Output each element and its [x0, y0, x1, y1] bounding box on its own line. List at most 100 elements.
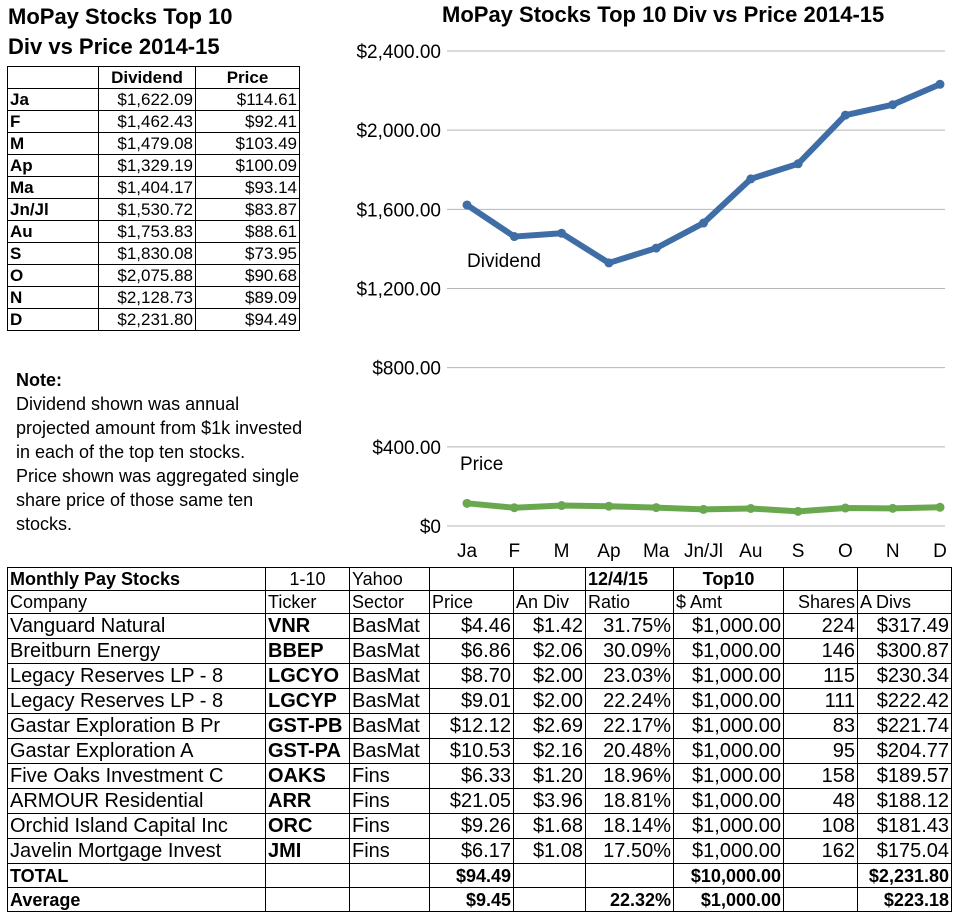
stock-amt: $1,000.00: [673, 738, 784, 764]
data-point-price: [651, 503, 661, 513]
stock-an-div: $1.08: [513, 838, 586, 864]
stock-table-empty: [857, 567, 952, 591]
stock-a-divs: $188.12: [857, 788, 952, 814]
stock-table-empty: [429, 567, 514, 591]
stock-shares: 224: [783, 613, 858, 639]
summary-price: $100.09: [195, 154, 300, 177]
stock-amt: $1,000.00: [673, 713, 784, 739]
column-header-price: Price: [429, 590, 514, 614]
x-tick-label: Ja: [457, 541, 478, 562]
total-a-divs: $2,231.80: [857, 863, 952, 888]
x-tick-label: Jn/Jl: [684, 541, 723, 562]
note-line: share price of those same ten: [16, 490, 254, 510]
data-point-price: [699, 504, 708, 514]
summary-dividend: $1,622.09: [98, 88, 196, 111]
data-point-price: [557, 501, 567, 511]
y-tick-label: $2,400.00: [356, 42, 441, 63]
stock-sector: BasMat: [349, 613, 430, 639]
stock-ratio: 18.14%: [585, 813, 674, 839]
stock-shares: 115: [783, 663, 858, 689]
stock-shares: 146: [783, 638, 858, 664]
stock-body: Vanguard Natural VNR BasMat $4.46 $1.42 31.75…: [7, 613, 952, 864]
column-header-amt: $ Amt: [673, 590, 784, 614]
summary-price: $114.61: [195, 88, 300, 111]
stock-ratio: 17.50%: [585, 838, 674, 864]
stock-table-source: Yahoo: [349, 567, 430, 591]
data-point-dividend: [462, 200, 472, 210]
total-empty: [513, 863, 586, 888]
column-header-ticker: Ticker: [265, 590, 350, 614]
summary-price: $83.87: [195, 198, 300, 221]
stock-sector: BasMat: [349, 688, 430, 714]
total-amt: $10,000.00: [673, 863, 784, 888]
stock-amt: $1,000.00: [673, 763, 784, 789]
stock-sector: Fins: [349, 788, 430, 814]
stock-table-column-headers: Company Ticker Sector Price An Div Ratio…: [7, 590, 952, 614]
stock-ratio: 30.09%: [585, 638, 674, 664]
stock-an-div: $1.20: [513, 763, 586, 789]
summary-row: Jn/Jl $1,530.72 $83.87: [7, 198, 300, 221]
stock-company: Vanguard Natural: [7, 613, 266, 639]
total-price: $94.49: [429, 863, 514, 888]
summary-row: Ja $1,622.09 $114.61: [7, 88, 300, 111]
x-tick-label: Au: [739, 541, 762, 562]
column-header-ratio: Ratio: [585, 590, 674, 614]
stock-shares: 48: [783, 788, 858, 814]
stock-an-div: $2.00: [513, 663, 586, 689]
stock-a-divs: $317.49: [857, 613, 952, 639]
average-empty: [513, 887, 586, 912]
stock-table-range: 1-10: [265, 567, 350, 591]
average-a-divs: $223.18: [857, 887, 952, 912]
data-point-price: [604, 501, 614, 511]
data-point-price: [840, 503, 850, 513]
column-header-sector: Sector: [349, 590, 430, 614]
note-line: Price shown was aggregated single: [16, 466, 300, 486]
series-label-price: Price: [460, 454, 503, 475]
stock-ratio: 18.96%: [585, 763, 674, 789]
x-tick-label: D: [933, 541, 947, 562]
summary-row: F $1,462.43 $92.41: [7, 110, 300, 133]
summary-header-dividend: Dividend: [98, 66, 196, 89]
column-header-a-divs: A Divs: [857, 590, 952, 614]
stock-row: Legacy Reserves LP - 8 LGCYP BasMat $9.01 $2…: [7, 688, 952, 714]
data-point-dividend: [604, 258, 614, 268]
summary-month: Au: [7, 220, 99, 243]
stock-sector: Fins: [349, 763, 430, 789]
stock-ticker: GST-PA: [265, 738, 350, 764]
stock-table-empty: [513, 567, 586, 591]
note-heading: Note:: [16, 370, 62, 390]
chart-title: MoPay Stocks Top 10 Div vs Price 2014-15: [442, 2, 885, 27]
series-label-dividend: Dividend: [467, 251, 541, 272]
stock-a-divs: $221.74: [857, 713, 952, 739]
data-point-price: [793, 506, 803, 516]
stock-price: $9.26: [429, 813, 514, 839]
data-point-price: [462, 498, 472, 508]
average-empty: [349, 887, 430, 912]
data-point-dividend: [509, 232, 519, 242]
note-line: projected amount from $1k invested: [16, 418, 303, 438]
stock-company: Legacy Reserves LP - 8: [7, 663, 266, 689]
stock-a-divs: $222.42: [857, 688, 952, 714]
note-line: Dividend shown was annual: [16, 394, 240, 414]
x-tick-label: S: [792, 541, 805, 562]
stock-row: Breitburn Energy BBEP BasMat $6.86 $2.06 30.0…: [7, 638, 952, 664]
stock-ticker: ORC: [265, 813, 350, 839]
stock-row: Five Oaks Investment C OAKS Fins $6.33 $1.20…: [7, 763, 952, 789]
stock-price: $6.86: [429, 638, 514, 664]
x-tick-label: Ma: [643, 541, 670, 562]
y-tick-label: $800.00: [372, 359, 441, 380]
data-point-dividend: [746, 174, 756, 184]
stock-row: Orchid Island Capital Inc ORC Fins $9.26 $1.…: [7, 813, 952, 839]
column-header-shares: Shares: [783, 590, 858, 614]
page-title-line2: Div vs Price 2014-15: [8, 34, 220, 59]
stock-company: Breitburn Energy: [7, 638, 266, 664]
stock-row: Javelin Mortgage Invest JMI Fins $6.17 $1.08…: [7, 838, 952, 864]
stock-company: Gastar Exploration B Pr: [7, 713, 266, 739]
average-amt: $1,000.00: [673, 887, 784, 912]
stock-an-div: $1.42: [513, 613, 586, 639]
stock-ticker: ARR: [265, 788, 350, 814]
stock-ticker: GST-PB: [265, 713, 350, 739]
line-chart: $0 $400.00 $800.00 $1,200.00 $1,600.00 $2,000…: [356, 42, 947, 562]
stock-table-title: Monthly Pay Stocks: [7, 567, 266, 591]
summary-price: $103.49: [195, 132, 300, 155]
